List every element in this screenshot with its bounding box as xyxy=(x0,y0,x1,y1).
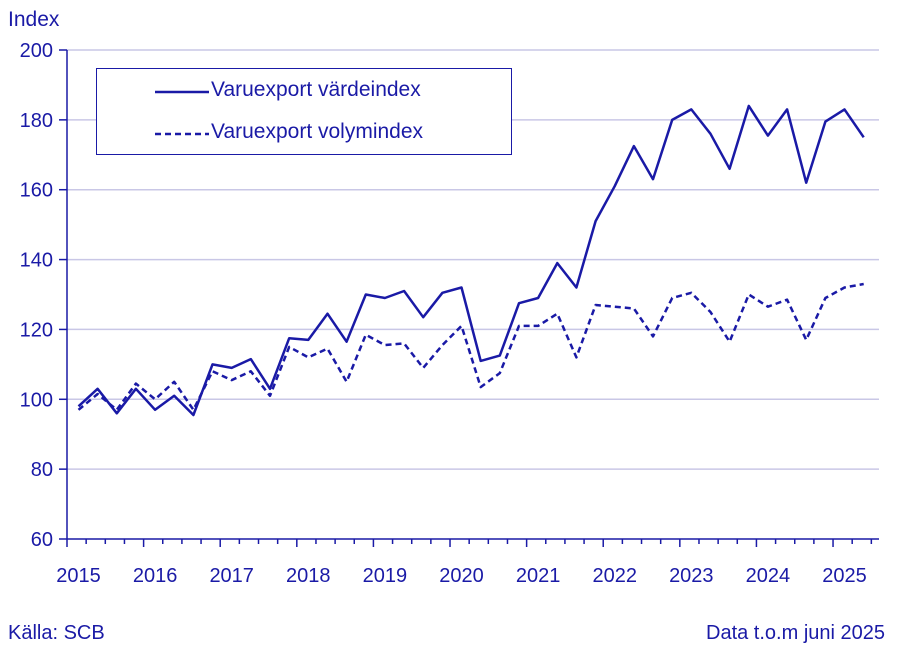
series-line-volume-index xyxy=(77,282,864,412)
x-tick-label: 2024 xyxy=(746,565,791,587)
y-tick-label: 180 xyxy=(20,110,53,132)
legend-dashed-line-icon xyxy=(155,132,209,136)
legend-label-volume-index: Varuexport volymindex xyxy=(211,120,424,143)
x-tick-label: 2017 xyxy=(209,565,254,587)
y-tick-label: 100 xyxy=(20,389,53,411)
source-text: Källa: SCB xyxy=(8,622,105,644)
y-tick-label: 160 xyxy=(20,180,53,202)
y-tick-label: 120 xyxy=(20,319,53,341)
x-tick-label: 2019 xyxy=(363,565,408,587)
legend-solid-line-icon xyxy=(155,90,209,94)
y-tick-label: 200 xyxy=(20,40,53,62)
x-tick-label: 2025 xyxy=(822,565,867,587)
x-tick-label: 2022 xyxy=(592,565,637,587)
legend-item-volume-index: Varuexport volymindex xyxy=(97,120,511,148)
data-date-note: Data t.o.m juni 2025 xyxy=(706,622,885,644)
y-tick-label: 60 xyxy=(31,529,53,551)
axes: 60 80 100 120 140 160 180 200 2015 2016 2017 2018 20… xyxy=(20,40,879,587)
x-tick-label: 2016 xyxy=(133,565,178,587)
series-lines xyxy=(77,104,865,417)
y-tick-label: 140 xyxy=(20,250,53,272)
series-line-value-index xyxy=(77,104,865,417)
x-tick-label: 2021 xyxy=(516,565,561,587)
y-tick-label: 80 xyxy=(31,459,53,481)
x-tick-label: 2020 xyxy=(439,565,484,587)
legend-label-value-index: Varuexport värdeindex xyxy=(211,78,421,101)
legend-item-value-index: Varuexport värdeindex xyxy=(97,78,511,106)
x-tick-label: 2015 xyxy=(56,565,101,587)
legend: Varuexport värdeindex Varuexport volymin… xyxy=(96,68,512,155)
x-tick-label: 2018 xyxy=(286,565,331,587)
y-axis-label: Index xyxy=(8,8,60,31)
x-tick-label: 2023 xyxy=(669,565,714,587)
